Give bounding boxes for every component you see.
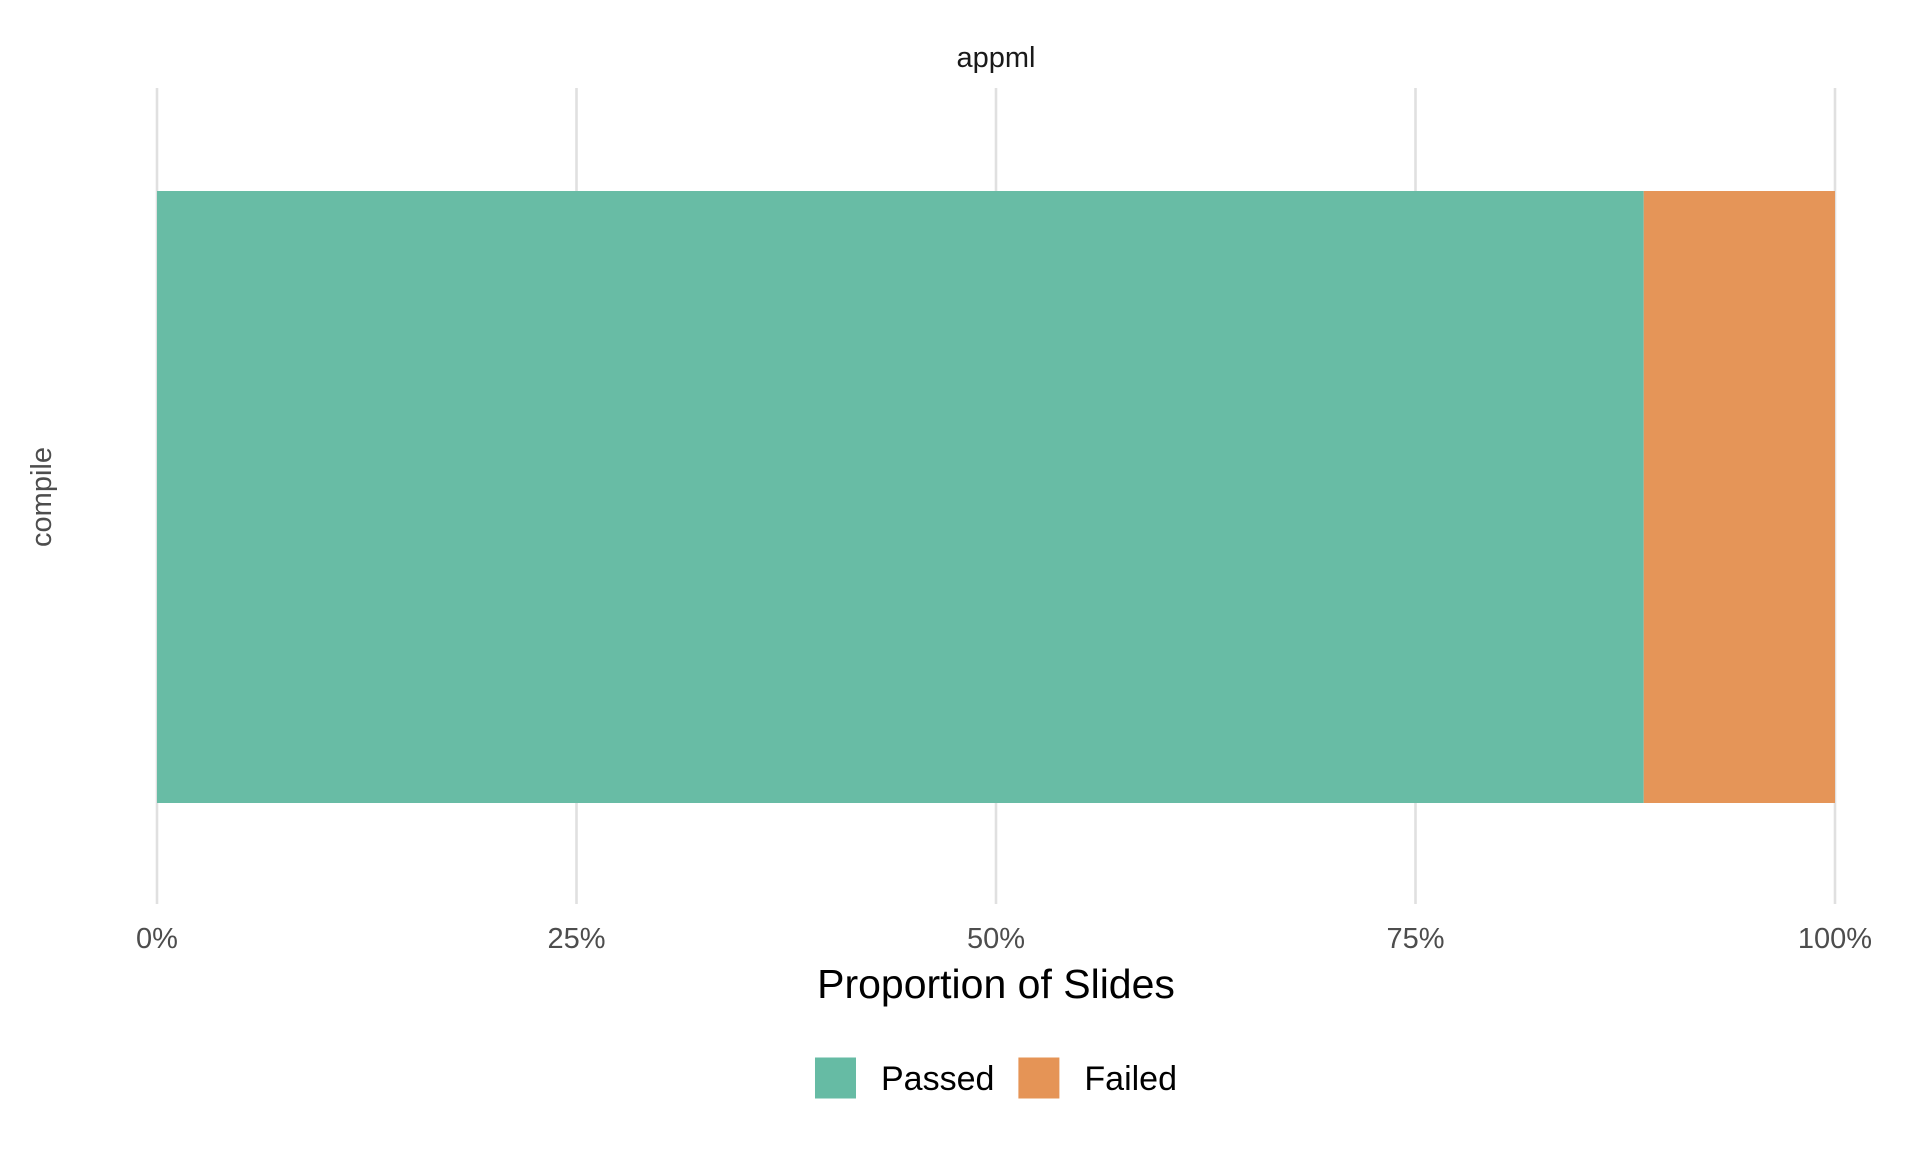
legend-label-failed: Failed [1084, 1060, 1177, 1098]
legend: Passed Failed [814, 1057, 1177, 1099]
x-axis-title: Proportion of Slides [817, 961, 1175, 1007]
facet-title: appml [957, 42, 1036, 74]
x-axis-ticks: 0% 25% 50% 75% 100% [136, 923, 1872, 955]
x-tick-label: 50% [967, 923, 1025, 955]
legend-label-passed: Passed [881, 1060, 994, 1098]
y-axis-title: compile [26, 447, 58, 547]
legend-key-failed [1018, 1057, 1060, 1099]
x-tick-label: 0% [136, 923, 178, 955]
x-tick-label: 75% [1386, 923, 1444, 955]
bar-segment-failed [1643, 191, 1835, 803]
bar-segment-passed [157, 191, 1644, 803]
legend-key-passed [814, 1057, 856, 1099]
x-tick-label: 100% [1798, 923, 1872, 955]
bars [157, 191, 1835, 803]
x-tick-label: 25% [547, 923, 605, 955]
